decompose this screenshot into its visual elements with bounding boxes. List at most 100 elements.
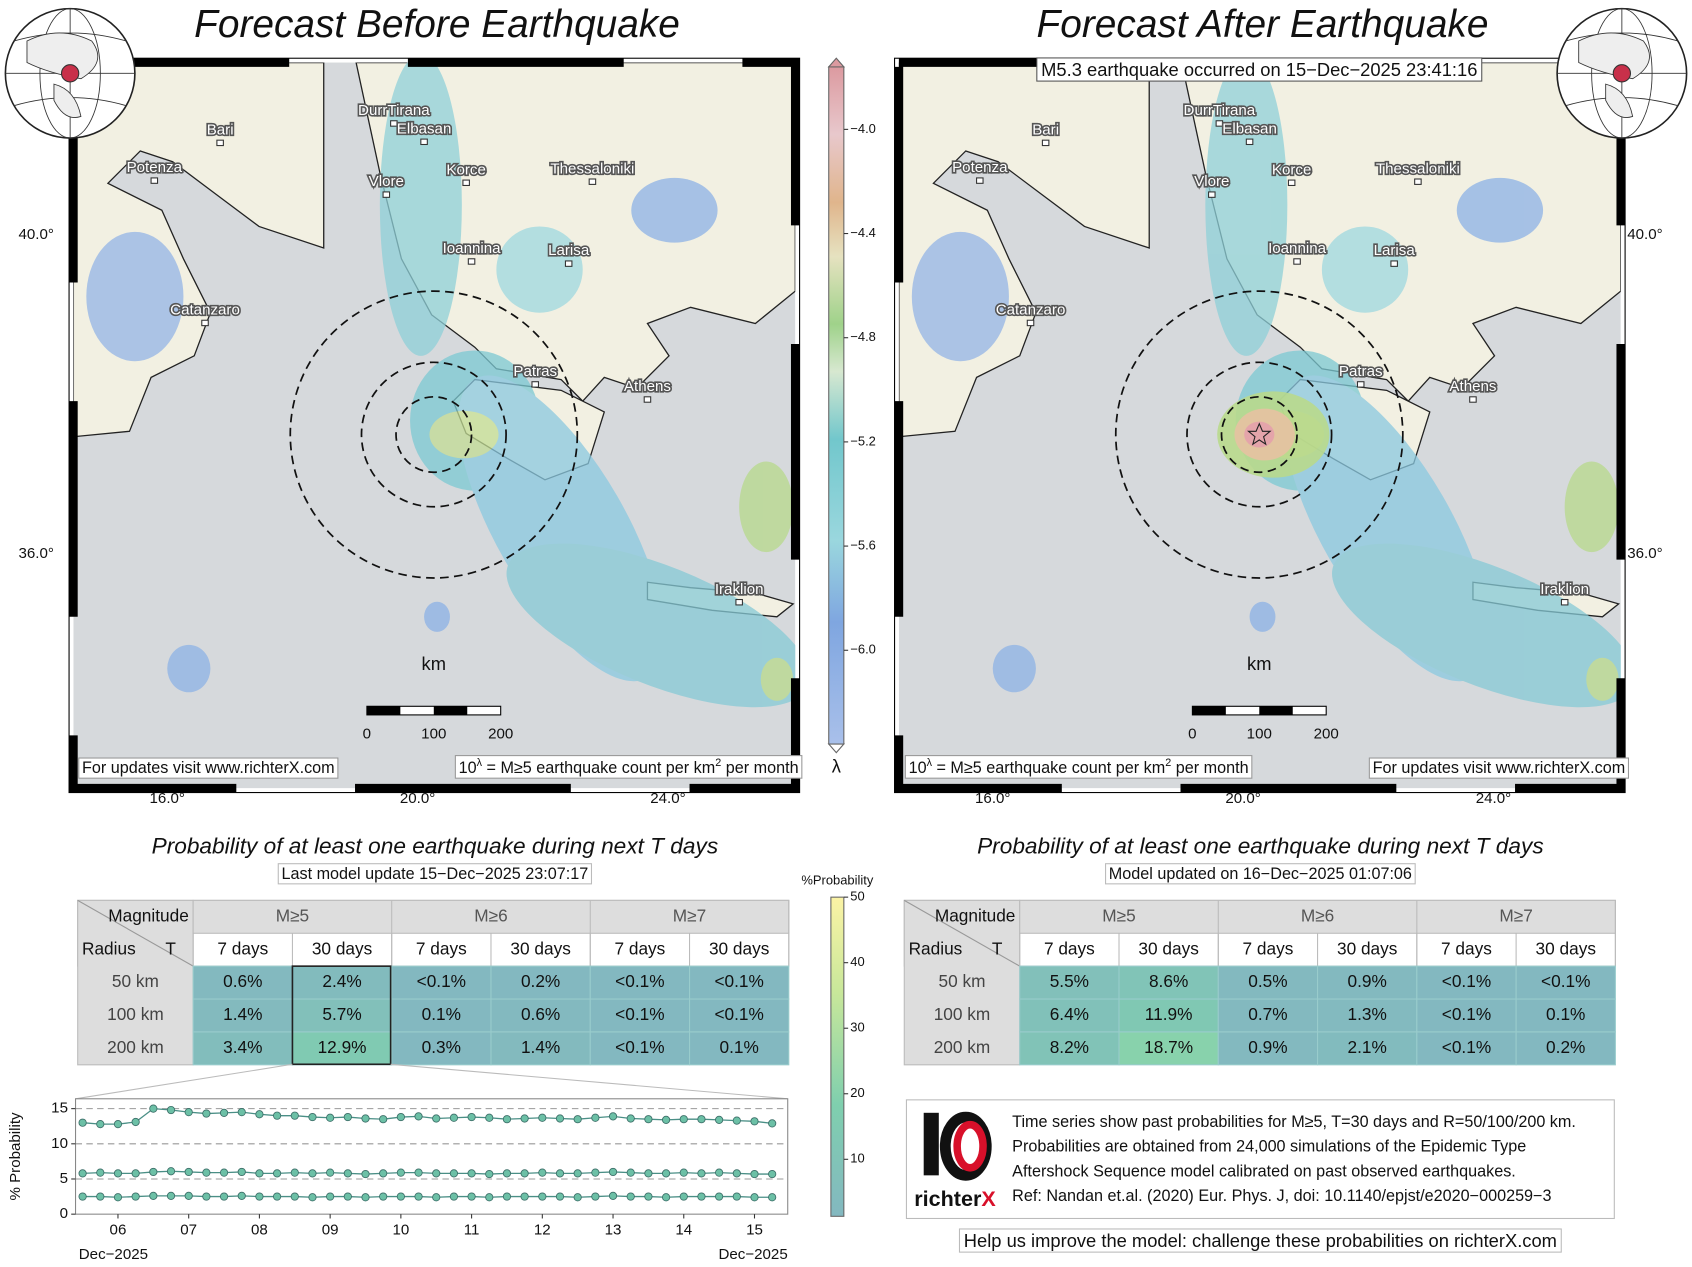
cell-value: 0.5%: [1248, 971, 1287, 991]
header-cell: Radius: [82, 938, 136, 958]
header-diagonal: [904, 899, 1020, 967]
x-tick-label: 11: [464, 1221, 480, 1238]
series-point: [520, 1114, 529, 1123]
series-point: [573, 1115, 582, 1124]
header-cell: 7 days: [217, 938, 268, 958]
row-label: 50 km: [112, 971, 159, 991]
series-point: [538, 1113, 547, 1122]
series-point: [308, 1169, 317, 1178]
cell-value: 2.4%: [322, 971, 361, 991]
cell-value: 0.2%: [1546, 1037, 1585, 1057]
footer-link: For updates visit www.richterX.com: [82, 759, 335, 777]
series-point: [467, 1169, 476, 1178]
series-point: [555, 1169, 565, 1178]
series-point: [432, 1169, 441, 1178]
header-cell: 7 days: [1441, 938, 1492, 958]
series-point: [113, 1169, 123, 1178]
city-marker: [1293, 258, 1301, 265]
header-cell: Magnitude: [108, 905, 189, 925]
series-point: [414, 1112, 423, 1121]
lon-label: 20.0°: [400, 790, 435, 807]
series-point: [96, 1168, 105, 1177]
city-label: Vlore: [369, 173, 404, 190]
cell-bg: [490, 998, 591, 1033]
logo: [923, 1111, 992, 1181]
series-point: [184, 1108, 193, 1117]
x-tick-label: 12: [534, 1221, 551, 1238]
series-point: [591, 1192, 600, 1201]
y-axis-label: % Probability: [7, 1112, 24, 1201]
label-box: [904, 755, 1253, 779]
scale-label: 100: [421, 725, 446, 742]
series-point: [661, 1193, 671, 1202]
colorbar-tick-label: −6.0: [850, 642, 876, 657]
x-tick-label: 15: [746, 1221, 763, 1238]
cell-bg: [1416, 998, 1517, 1033]
series-point: [219, 1168, 229, 1177]
row-label: 100 km: [107, 1004, 164, 1024]
colorbar-tick-label: −5.2: [850, 433, 876, 448]
series-point: [78, 1118, 87, 1127]
label-box: [958, 1228, 1562, 1253]
y-tick-label: 15: [51, 1100, 68, 1117]
series-point: [131, 1117, 140, 1127]
zoom-line: [390, 1063, 788, 1100]
header-cell: 30 days: [510, 938, 570, 958]
city-marker: [976, 177, 984, 184]
series-point: [679, 1192, 688, 1201]
x-tick-label: 08: [251, 1221, 268, 1238]
cell-bg: [391, 998, 492, 1033]
header-cell: T: [992, 938, 1003, 958]
cell-value: <0.1%: [615, 1004, 664, 1024]
city-marker: [735, 598, 743, 606]
city-marker: [1208, 191, 1216, 198]
header-cell: Magnitude: [935, 905, 1016, 925]
footer-link: For updates visit www.richterX.com: [1373, 759, 1626, 777]
series-point: [290, 1192, 299, 1201]
series-point: [166, 1167, 176, 1176]
city-label: Catanzaro: [996, 302, 1066, 319]
city-marker: [588, 178, 597, 185]
colorbar-tick-label: −4.8: [850, 329, 876, 344]
cell-value: <0.1%: [1442, 1004, 1491, 1024]
series-point: [237, 1167, 246, 1177]
city-label: Patras: [513, 363, 557, 380]
series-point: [485, 1193, 494, 1202]
header-diagonal: [77, 899, 194, 967]
series-point: [272, 1169, 282, 1178]
series-point: [379, 1115, 388, 1124]
header-cell: M≥7: [673, 905, 706, 925]
unit-note-part: λ: [477, 757, 483, 769]
scale-unit: km: [1247, 653, 1271, 674]
x-tick-label: 14: [675, 1221, 692, 1238]
city-label: Ioannina: [443, 240, 502, 257]
series-point: [555, 1114, 565, 1123]
info-box: [905, 1099, 1615, 1220]
header-cell: 30 days: [312, 938, 372, 958]
lon-label: 16.0°: [975, 790, 1010, 807]
scale-label: 100: [1247, 725, 1272, 742]
city-marker: [531, 381, 540, 388]
cell-bg: [1317, 1031, 1418, 1066]
lat-label: 36.0°: [19, 545, 54, 562]
row-label: 50 km: [939, 971, 986, 991]
series-point: [131, 1169, 140, 1178]
series-point: [202, 1168, 211, 1177]
header-cell: M≥6: [474, 905, 507, 925]
series-point: [608, 1112, 618, 1121]
y-tick-label: 5: [60, 1170, 68, 1187]
header-bg: [903, 899, 1021, 1066]
series-point: [697, 1169, 706, 1178]
series-point: [644, 1115, 653, 1124]
series-point: [308, 1112, 317, 1122]
series-point: [379, 1169, 388, 1178]
label-box: [1036, 57, 1483, 82]
cell-value: 0.9%: [1348, 971, 1387, 991]
cell-value: <0.1%: [714, 1004, 763, 1024]
cell-bg: [1019, 1031, 1120, 1066]
city-label: Ioannina: [1268, 240, 1327, 257]
series-point: [432, 1114, 441, 1123]
radius-circles: [289, 290, 1404, 579]
info-line: Probabilities are obtained from 24,000 s…: [1012, 1138, 1526, 1156]
